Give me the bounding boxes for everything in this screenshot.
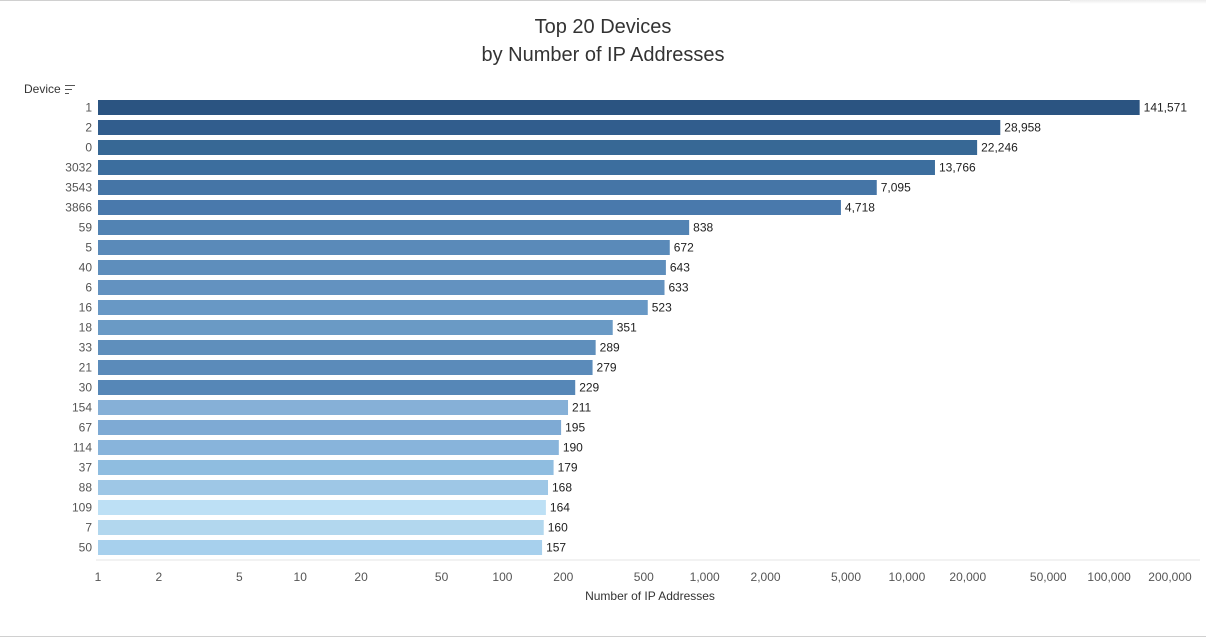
x-tick-label: 100	[492, 570, 512, 584]
top-shadow	[1070, 0, 1206, 4]
bottom-border	[0, 636, 1206, 637]
x-tick-label: 10,000	[889, 570, 926, 584]
category-label: 50	[79, 541, 93, 555]
bar	[98, 420, 562, 435]
category-label: 3866	[65, 201, 92, 215]
category-label: 33	[79, 341, 93, 355]
value-label: 168	[552, 481, 572, 495]
bar	[98, 220, 690, 235]
bar	[98, 440, 559, 455]
bar	[98, 240, 670, 255]
x-tick-label: 20,000	[949, 570, 986, 584]
x-axis-title: Number of IP Addresses	[585, 589, 715, 603]
value-label: 22,246	[981, 141, 1018, 155]
bar	[98, 280, 665, 295]
value-label: 672	[674, 241, 694, 255]
value-label: 160	[548, 521, 568, 535]
bar	[98, 120, 1001, 135]
bar	[98, 400, 569, 415]
bar	[98, 340, 596, 355]
bar	[98, 180, 877, 195]
value-label: 643	[670, 261, 690, 275]
bar	[98, 540, 543, 555]
category-label: 0	[85, 141, 92, 155]
value-label: 28,958	[1004, 121, 1041, 135]
x-tick-label: 500	[634, 570, 654, 584]
value-label: 4,718	[845, 201, 875, 215]
category-label: 3032	[65, 161, 92, 175]
x-tick-label: 1,000	[690, 570, 720, 584]
bar	[98, 380, 576, 395]
value-label: 279	[597, 361, 617, 375]
x-tick-label: 2,000	[751, 570, 781, 584]
category-label: 59	[79, 221, 93, 235]
category-label: 18	[79, 321, 93, 335]
category-label: 40	[79, 261, 93, 275]
value-label: 289	[600, 341, 620, 355]
bar	[98, 360, 593, 375]
category-label: 21	[79, 361, 93, 375]
bar	[98, 200, 841, 215]
category-label: 1	[85, 101, 92, 115]
value-label: 157	[546, 541, 566, 555]
x-tick-label: 10	[294, 570, 308, 584]
bar	[98, 260, 666, 275]
category-label: 6	[85, 281, 92, 295]
value-label: 179	[558, 461, 578, 475]
category-label: 3543	[65, 181, 92, 195]
x-tick-label: 5	[236, 570, 243, 584]
bar	[98, 100, 1140, 115]
category-label: 88	[79, 481, 93, 495]
x-tick-label: 200,000	[1148, 570, 1192, 584]
top-border	[0, 0, 1206, 1]
category-label: 114	[73, 441, 92, 455]
value-label: 633	[669, 281, 689, 295]
x-tick-label: 5,000	[831, 570, 861, 584]
value-label: 141,571	[1144, 101, 1188, 115]
device-row-header[interactable]: Device	[24, 82, 75, 96]
x-tick-label: 50	[435, 570, 449, 584]
x-tick-label: 20	[354, 570, 368, 584]
value-label: 195	[565, 421, 585, 435]
bar	[98, 140, 978, 155]
sort-descending-icon[interactable]	[64, 84, 75, 94]
value-label: 229	[579, 381, 599, 395]
value-label: 7,095	[881, 181, 911, 195]
bar	[98, 520, 544, 535]
value-label: 190	[563, 441, 583, 455]
category-label: 154	[72, 401, 92, 415]
category-label: 7	[85, 521, 92, 535]
value-label: 164	[550, 501, 570, 515]
category-label: 16	[79, 301, 93, 315]
x-tick-label: 100,000	[1087, 570, 1131, 584]
x-tick-label: 200	[553, 570, 573, 584]
category-label: 37	[79, 461, 93, 475]
value-label: 211	[572, 401, 591, 415]
category-label: 67	[79, 421, 93, 435]
bar	[98, 480, 549, 495]
bar	[98, 160, 935, 175]
chart-title-line-1: Top 20 Devices	[534, 16, 672, 38]
value-label: 351	[617, 321, 637, 335]
value-label: 13,766	[939, 161, 976, 175]
x-tick-label: 50,000	[1030, 570, 1067, 584]
x-tick-label: 1	[95, 570, 102, 584]
category-label: 5	[85, 241, 92, 255]
device-header-label: Device	[24, 82, 61, 96]
category-label: 30	[79, 381, 93, 395]
bar	[98, 500, 546, 515]
chart-title-line-2: by Number of IP Addresses	[481, 44, 725, 66]
category-label: 109	[72, 501, 92, 515]
value-label: 523	[652, 301, 672, 315]
bar	[98, 300, 648, 315]
x-tick-label: 2	[156, 570, 163, 584]
category-label: 2	[85, 121, 92, 135]
value-label: 838	[693, 221, 713, 235]
bar	[98, 460, 554, 475]
bar	[98, 320, 613, 335]
